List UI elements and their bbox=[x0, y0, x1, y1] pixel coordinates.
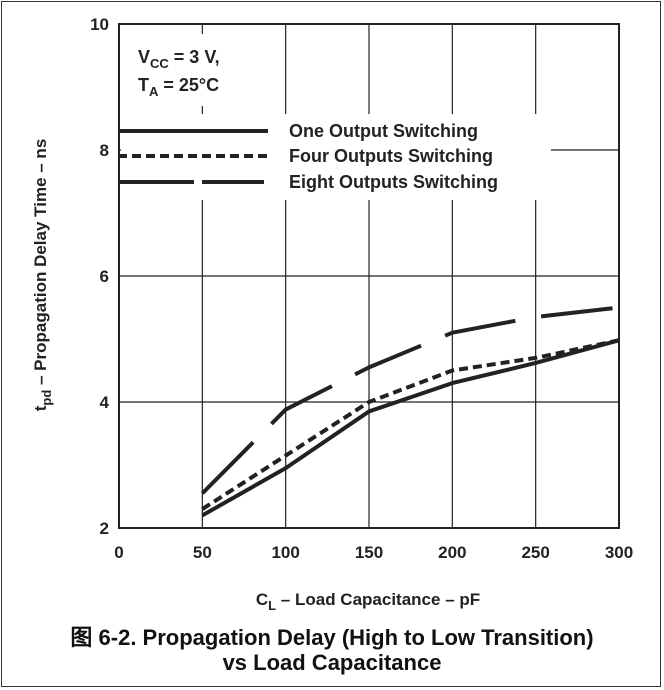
series-lines bbox=[200, 305, 620, 518]
condition-vcc: VCC = 3 V, bbox=[138, 47, 220, 71]
legend-label-3: Eight Outputs Switching bbox=[289, 172, 498, 192]
series-line-1 bbox=[201, 338, 620, 518]
figure-caption-line1: 图 6-2. Propagation Delay (High to Low Tr… bbox=[70, 625, 594, 650]
conditions-background bbox=[121, 34, 271, 106]
y-tick-label: 8 bbox=[100, 141, 109, 160]
y-axis-label: tpd – Propagation Delay Time – ns bbox=[31, 139, 54, 412]
y-tick-labels: 2 4 6 8 10 bbox=[90, 15, 109, 538]
legend-label-2: Four Outputs Switching bbox=[289, 146, 493, 166]
y-tick-label: 6 bbox=[100, 267, 109, 286]
chart: 0 50 100 150 200 250 300 2 4 6 8 10 VCC = 3 V, TA … bbox=[31, 15, 633, 613]
series-line-2 bbox=[201, 338, 620, 511]
legend-label-1: One Output Switching bbox=[289, 121, 478, 141]
x-tick-label: 300 bbox=[605, 543, 633, 562]
y-tick-label: 10 bbox=[90, 15, 109, 34]
x-axis-label: CL – Load Capacitance – pF bbox=[256, 590, 480, 613]
x-tick-label: 100 bbox=[271, 543, 299, 562]
x-tick-labels: 0 50 100 150 200 250 300 bbox=[114, 543, 633, 562]
x-tick-label: 200 bbox=[438, 543, 466, 562]
y-tick-label: 4 bbox=[100, 393, 110, 412]
x-tick-label: 50 bbox=[193, 543, 212, 562]
x-tick-label: 150 bbox=[355, 543, 383, 562]
condition-ta: TA = 25°C bbox=[138, 75, 219, 99]
x-tick-label: 250 bbox=[521, 543, 549, 562]
x-tick-label: 0 bbox=[114, 543, 123, 562]
figure-caption-line2: vs Load Capacitance bbox=[222, 650, 442, 675]
series-line-3 bbox=[200, 305, 620, 495]
plot-area-border bbox=[118, 23, 620, 529]
y-tick-label: 2 bbox=[100, 519, 109, 538]
legend: One Output Switching Four Outputs Switchi… bbox=[118, 121, 498, 192]
